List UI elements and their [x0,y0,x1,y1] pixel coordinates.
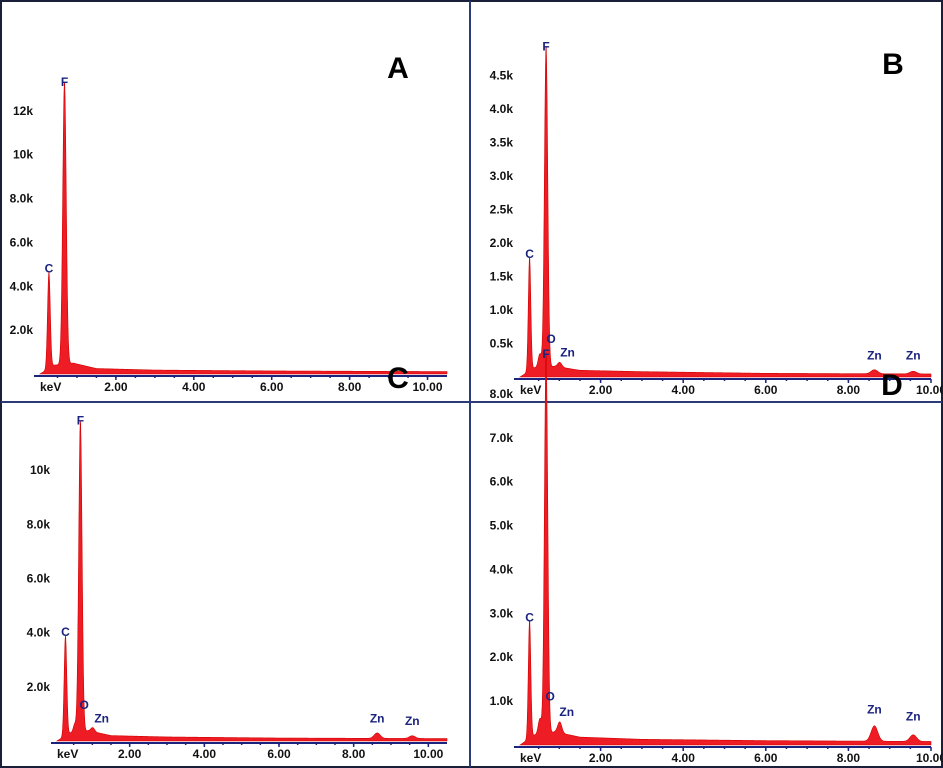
peak-label-zn: Zn [906,348,921,362]
panel-letter: C [387,362,409,395]
peak-label-o: O [79,698,88,712]
spectrum-series [38,81,448,375]
x-axis-unit-label: keV [520,751,541,765]
x-tick-label: 4.00 [672,751,696,765]
y-tick-label: 8.0k [27,517,51,531]
y-tick-label: 4.5k [490,69,514,83]
y-tick-label: 6.0k [27,572,51,586]
panel-letter: B [882,48,904,81]
x-tick-label: 10.00 [916,383,943,397]
peak-label-zn: Zn [94,711,109,725]
panel-d: keV 2.00 4.00 6.00 8.00 10.00 1.0k 2.0k 3.0k 4.0k… [490,347,943,765]
x-tick-label: 2.00 [104,380,128,394]
x-tick-label: 6.00 [754,751,778,765]
y-tick-label: 10k [13,148,33,162]
panel-letter: A [387,52,409,85]
y-tick-label: 10k [30,463,50,477]
spectrum-series [519,352,932,746]
y-tick-label: 2.5k [490,203,514,217]
y-tick-label: 8.0k [10,192,34,206]
x-tick-label: 6.00 [260,380,284,394]
peak-label-zn: Zn [867,348,882,362]
y-tick-label: 5.0k [490,519,514,533]
x-axis-unit-label: keV [40,380,61,394]
peak-label-o: O [546,332,555,346]
panel-letter: D [881,369,903,402]
x-tick-label: 6.00 [754,383,778,397]
spectrum-series [55,420,448,742]
x-tick-label: 4.00 [672,383,696,397]
y-tick-label: 6.0k [10,235,34,249]
x-tick-label: 2.00 [118,747,142,761]
y-tick-label: 8.0k [490,387,514,401]
x-tick-label: 2.00 [589,751,613,765]
y-tick-label: 1.0k [490,694,514,708]
peak-label-zn: Zn [560,346,575,360]
x-tick-label: 4.00 [182,380,206,394]
y-tick-label: 12k [13,104,33,118]
y-tick-label: 3.0k [490,606,514,620]
y-tick-label: 4.0k [490,562,514,576]
x-tick-label: 6.00 [267,747,291,761]
y-tick-label: 0.5k [490,337,514,351]
peak-label-c: C [61,625,70,639]
x-tick-label: 8.00 [837,751,861,765]
x-tick-label: 2.00 [589,383,613,397]
y-tick-label: 7.0k [490,431,514,445]
y-tick-label: 4.0k [10,279,34,293]
peak-label-f: F [542,39,549,53]
peak-label-f: F [61,75,68,89]
peak-label-f: F [542,347,549,361]
y-tick-label: 2.0k [10,323,34,337]
x-tick-label: 8.00 [342,747,366,761]
peak-label-o: O [546,690,555,704]
y-tick-label: 4.0k [27,626,51,640]
x-tick-label: 10.00 [916,751,943,765]
y-tick-label: 4.0k [490,102,514,116]
y-tick-label: 3.0k [490,169,514,183]
y-tick-label: 1.0k [490,303,514,317]
panels-group: keV 2.00 4.00 6.00 8.00 10.00 2.0k 4.0k 6.0k 8.0k… [10,39,943,765]
y-tick-label: 6.0k [490,475,514,489]
y-tick-label: 2.0k [490,236,514,250]
peak-label-zn: Zn [906,709,921,723]
peak-label-zn: Zn [370,711,385,725]
y-tick-label: 2.0k [27,680,51,694]
panel-c: keV 2.00 4.00 6.00 8.00 10.00 2.0k 4.0k 6.0k 8.0k… [27,362,448,761]
x-tick-label: 10.00 [413,747,443,761]
x-tick-label: 8.00 [338,380,362,394]
x-axis-unit-label: keV [520,383,541,397]
peak-label-c: C [525,247,534,261]
peak-label-zn: Zn [867,703,882,717]
x-tick-label: 8.00 [837,383,861,397]
y-tick-label: 3.5k [490,136,514,150]
panel-a: keV 2.00 4.00 6.00 8.00 10.00 2.0k 4.0k 6.0k 8.0k… [10,52,448,394]
x-axis-unit-label: keV [57,747,78,761]
peak-label-zn: Zn [559,705,574,719]
peak-label-c: C [45,262,54,276]
peak-label-c: C [525,611,534,625]
x-tick-label: 10.00 [413,380,443,394]
peak-label-f: F [77,414,84,428]
y-tick-label: 2.0k [490,650,514,664]
peak-label-zn: Zn [405,714,420,728]
panel-b: keV 2.00 4.00 6.00 8.00 10.00 0.5k 1.0k 1.5k 2.0k… [490,39,943,397]
y-tick-label: 1.5k [490,270,514,284]
spectrum-series [519,46,932,378]
x-tick-label: 4.00 [193,747,217,761]
